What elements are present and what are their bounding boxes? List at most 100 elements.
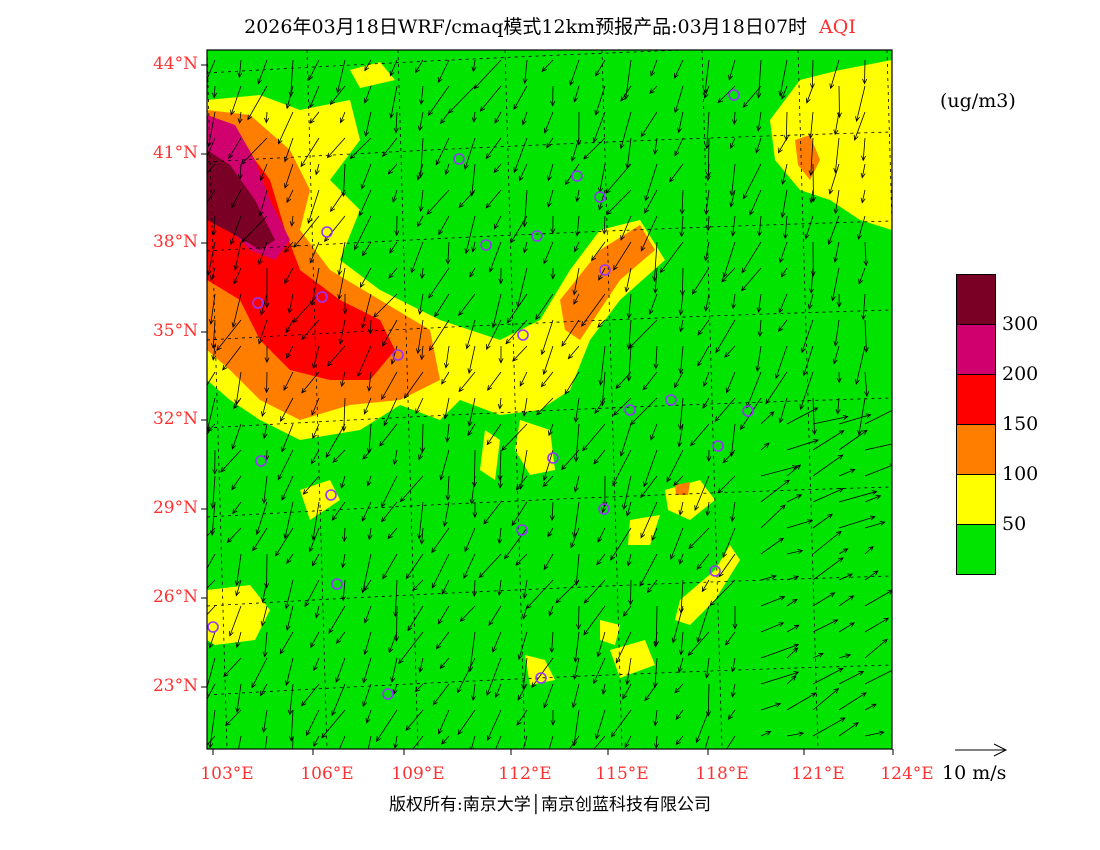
wind-arrow [628,579,634,606]
title-variable: AQI [819,16,856,38]
wind-arrow [829,59,840,90]
wind-arrow [513,85,528,111]
longitude-line [601,50,623,749]
wind-arrow [715,319,736,354]
wind-arrow [749,189,762,216]
wind-arrow [358,189,372,217]
wind-arrow [287,293,294,314]
lon-label: 118°E [695,764,749,784]
wind-arrow [550,267,556,280]
wind-arrow [517,683,528,701]
lon-label: 106°E [300,764,354,784]
wind-arrow [547,527,554,538]
wind-arrow [855,85,866,122]
wind-arrow [285,85,294,110]
wind-arrow [257,59,268,85]
wind-arrow [561,449,580,471]
graticule [207,50,892,749]
wind-arrow [492,631,502,653]
longitude-line [504,50,526,749]
city-markers [207,89,754,700]
wind-arrow [364,605,372,624]
wind-arrow [696,553,710,570]
wind-arrow [838,490,878,503]
copyright-text: 版权所有:南京大学│南京创蓝科技有限公司 [389,795,711,815]
wind-arrow [360,163,372,190]
wind-arrow [517,631,528,661]
city-marker [709,565,721,577]
wind-arrow [674,85,684,114]
wind-arrow [678,631,684,656]
wind-arrow [786,598,798,607]
wind-arrow [838,671,865,685]
wind-arrow [233,397,242,410]
wind-arrow [690,423,710,447]
wind-arrow [812,667,844,685]
wind-arrow [251,657,268,689]
wind-arrow [613,397,632,416]
wind-arrow [521,111,528,126]
wind-arrow [309,85,320,109]
wind-arrow [416,215,424,228]
wind-arrow [582,423,606,452]
wind-arrow [812,530,842,555]
wind-arrow [671,605,684,644]
wind-arrow [419,527,425,546]
wind-arrow [808,137,814,177]
colorbar-swatch [956,524,996,575]
wind-arrow [674,371,684,389]
wind-arrow [258,189,268,217]
city-marker [480,239,492,251]
wind-arrow [643,449,658,488]
wind-arrow [864,443,892,451]
wind-arrow [210,475,216,510]
wind-arrow [809,267,815,295]
wind-arrow [419,267,425,280]
wind-arrow [812,415,849,425]
wind-arrow [786,464,802,477]
wind-arrow [488,241,502,273]
wind-arrow [308,59,320,81]
wind-arrow [673,475,684,487]
wind-arrow [705,163,711,182]
wind-arrow [331,501,346,521]
wind-arrow [495,735,502,749]
wind-arrow [640,501,658,539]
longitude-line [797,50,819,749]
wind-arrow [760,504,786,529]
wind-arrow [313,657,320,672]
city-marker [599,264,611,276]
wind-arrow [828,163,840,195]
wind-arrow [337,267,346,301]
wind-arrow [740,267,762,292]
wind-arrow [724,345,736,358]
wind-arrow [388,631,398,654]
wind-arrow [342,293,348,315]
wind-arrow [362,683,372,708]
wind-arrow [212,449,218,475]
wind-arrow [417,501,424,540]
wind-arrow [497,475,503,489]
wind-reference-arrow [955,743,1008,757]
wind-arrow [592,657,606,685]
wind-arrow [415,397,424,415]
wind-arrow [704,189,710,216]
wind-arrow [742,85,762,108]
wind-arrow [542,449,554,482]
lat-label: 26°N [152,587,198,607]
wind-arrow [610,709,632,738]
wind-arrow [692,267,710,295]
wind-arrow [704,657,710,679]
wind-arrow [340,371,346,388]
wind-arrow [225,709,242,727]
wind-arrow [363,397,372,415]
wind-arrow [639,553,658,587]
wind-arrow [379,423,398,447]
wind-arrow [833,111,840,136]
wind-arrow [653,709,659,727]
wind-arrow [410,241,424,274]
wind-arrow [240,137,268,165]
wind-arrow [255,501,268,536]
wind-arrow [339,735,346,749]
wind-arrow [504,527,528,560]
